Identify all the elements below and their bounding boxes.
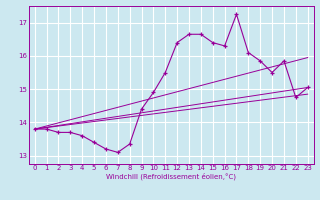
- X-axis label: Windchill (Refroidissement éolien,°C): Windchill (Refroidissement éolien,°C): [106, 173, 236, 180]
